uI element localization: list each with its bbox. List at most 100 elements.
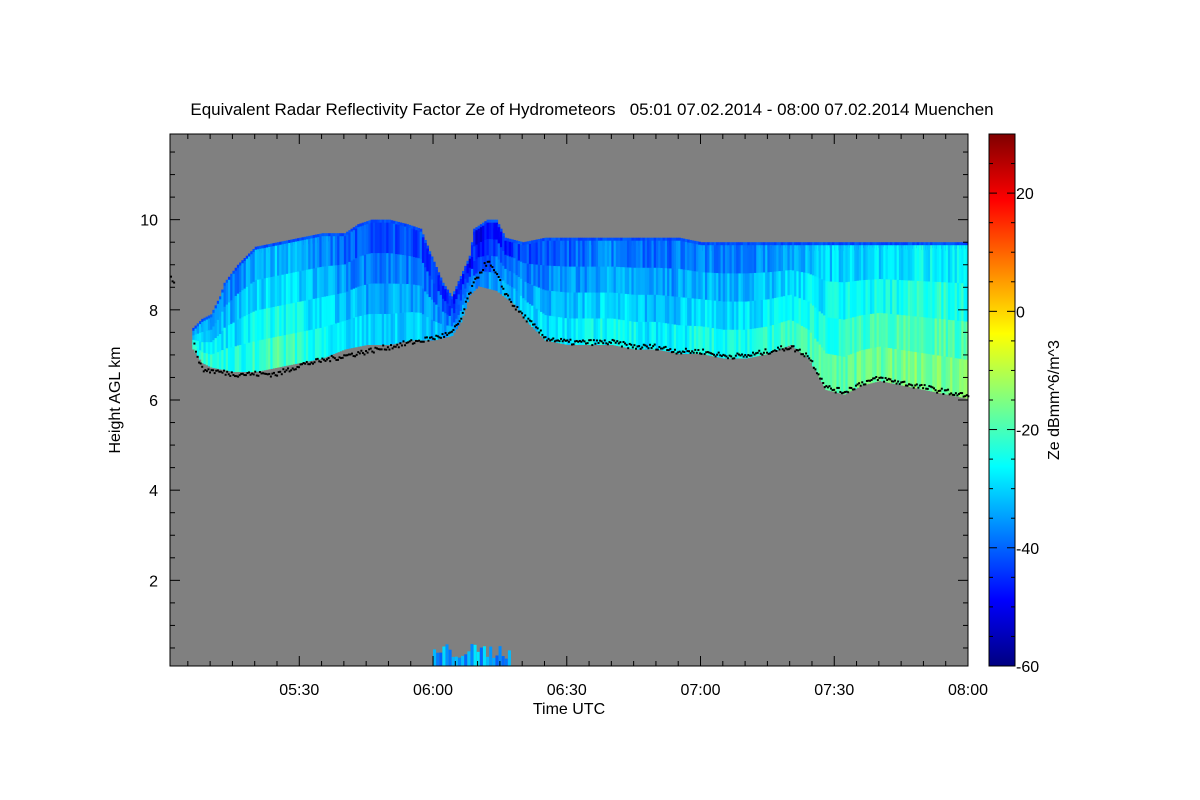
echo-cell <box>811 275 815 307</box>
echo-cell <box>421 237 425 264</box>
cloud-base-dot <box>530 320 533 323</box>
echo-cell <box>965 359 969 399</box>
echo-cell <box>263 308 267 340</box>
echo-cell <box>651 240 655 269</box>
echo-cell <box>771 245 775 273</box>
cloud-base-dot <box>449 331 452 334</box>
cloud-base-dot <box>900 381 903 384</box>
echo-cell <box>722 273 726 303</box>
echo-cell <box>319 236 322 268</box>
echo-cell <box>203 320 207 333</box>
echo-edge <box>337 233 340 240</box>
echo-cell <box>381 253 385 285</box>
echo-cell <box>887 279 891 315</box>
cloud-base-dot <box>658 345 661 348</box>
echo-cell <box>332 236 336 267</box>
echo-cell <box>350 318 354 349</box>
echo-cell <box>517 260 521 278</box>
echo-cell <box>642 321 646 350</box>
echo-cell <box>780 296 784 323</box>
echo-cell <box>326 326 329 357</box>
echo-cell <box>203 331 207 343</box>
echo-cell <box>437 322 441 340</box>
low-echo-cell <box>442 646 446 666</box>
echo-cell <box>631 240 635 269</box>
echo-cell <box>292 272 296 304</box>
echo-cell <box>343 320 347 350</box>
echo-cell <box>754 245 757 274</box>
echo-cell <box>756 272 759 302</box>
cloud-base-dot <box>599 339 602 342</box>
echo-cell <box>742 301 746 331</box>
echo-cell <box>843 282 846 321</box>
cloud-base-dot <box>842 391 845 394</box>
cloud-base-dot <box>569 338 572 341</box>
echo-cell <box>910 351 913 388</box>
echo-cell <box>377 313 380 345</box>
echo-cell <box>577 266 581 294</box>
echo-cell <box>796 271 799 298</box>
echo-cell <box>517 276 521 294</box>
echo-cell <box>885 313 889 349</box>
echo-cell <box>462 284 465 296</box>
cloud-base-dot <box>950 392 953 395</box>
echo-cell <box>800 245 804 273</box>
echo-cell <box>214 352 218 369</box>
cloud-base-dot <box>948 393 951 396</box>
cloud-base-dot <box>775 349 778 352</box>
cloud-base-dot <box>402 340 405 343</box>
cloud-base-dot <box>819 377 822 380</box>
echo-cell <box>704 299 708 328</box>
echo-cell <box>524 263 528 283</box>
echo-cell <box>896 314 900 350</box>
cloud-base-dot <box>343 354 346 357</box>
echo-cell <box>433 283 436 303</box>
echo-cell <box>863 349 866 386</box>
cloud-base-dot <box>391 347 394 350</box>
echo-cell <box>355 258 358 289</box>
echo-cell <box>490 222 494 240</box>
cloud-base-dot <box>908 383 911 386</box>
echo-cell <box>395 224 398 255</box>
cloud-base-dot <box>282 368 285 371</box>
echo-cell <box>832 281 835 319</box>
echo-cell <box>227 325 231 349</box>
echo-cell <box>580 292 583 320</box>
echo-cell <box>283 274 287 306</box>
echo-cell <box>283 243 287 275</box>
echo-edge <box>281 241 285 246</box>
echo-edge <box>655 237 659 244</box>
echo-cell <box>921 353 924 390</box>
cloud-base-dot <box>319 360 322 363</box>
echo-cell <box>245 343 249 373</box>
echo-cell <box>446 303 450 316</box>
echo-cell <box>493 272 496 291</box>
echo-edge <box>517 241 521 245</box>
cloud-base-dot <box>801 353 804 356</box>
echo-cell <box>236 319 240 347</box>
echo-cell <box>586 318 590 345</box>
echo-cell <box>477 257 481 273</box>
echo-cell <box>901 315 904 351</box>
echo-cell <box>635 240 639 269</box>
cloud-base-dot <box>444 331 447 334</box>
echo-cell <box>281 305 285 337</box>
echo-cell <box>789 270 793 296</box>
echo-cell <box>366 224 369 255</box>
echo-cell <box>573 266 577 294</box>
echo-cell <box>716 273 719 302</box>
echo-cell <box>232 298 236 324</box>
echo-cell <box>671 240 675 270</box>
cloud-base-dot <box>388 348 391 351</box>
cloud-base-dot <box>678 350 681 353</box>
echo-cell <box>945 245 949 283</box>
cloud-base-dot <box>321 357 324 360</box>
echo-cell <box>642 240 646 269</box>
echo-cell <box>754 300 757 329</box>
cloud-base-dot <box>959 392 962 395</box>
echo-edge <box>678 237 681 241</box>
cloud-base-dot <box>478 271 481 274</box>
echo-cell <box>225 348 229 371</box>
cloud-base-dot <box>338 356 341 359</box>
echo-cell <box>700 326 704 355</box>
